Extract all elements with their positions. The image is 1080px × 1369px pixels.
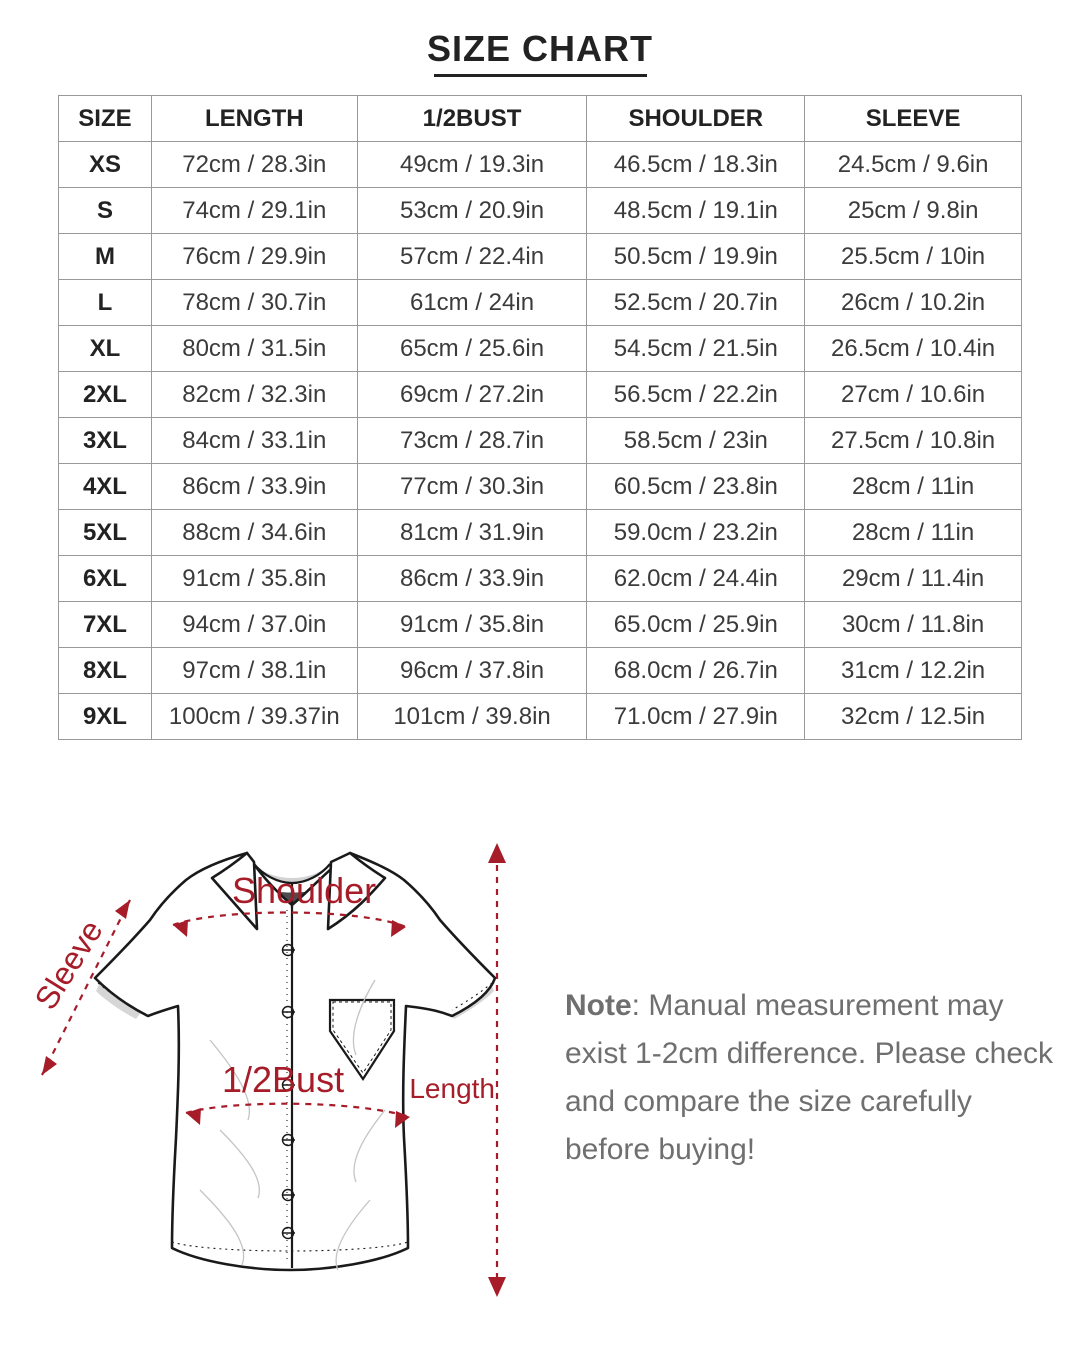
svg-text:1/2Bust: 1/2Bust (222, 1059, 344, 1100)
svg-text:Length: Length (409, 1073, 495, 1104)
svg-text:Shoulder: Shoulder (232, 870, 376, 911)
